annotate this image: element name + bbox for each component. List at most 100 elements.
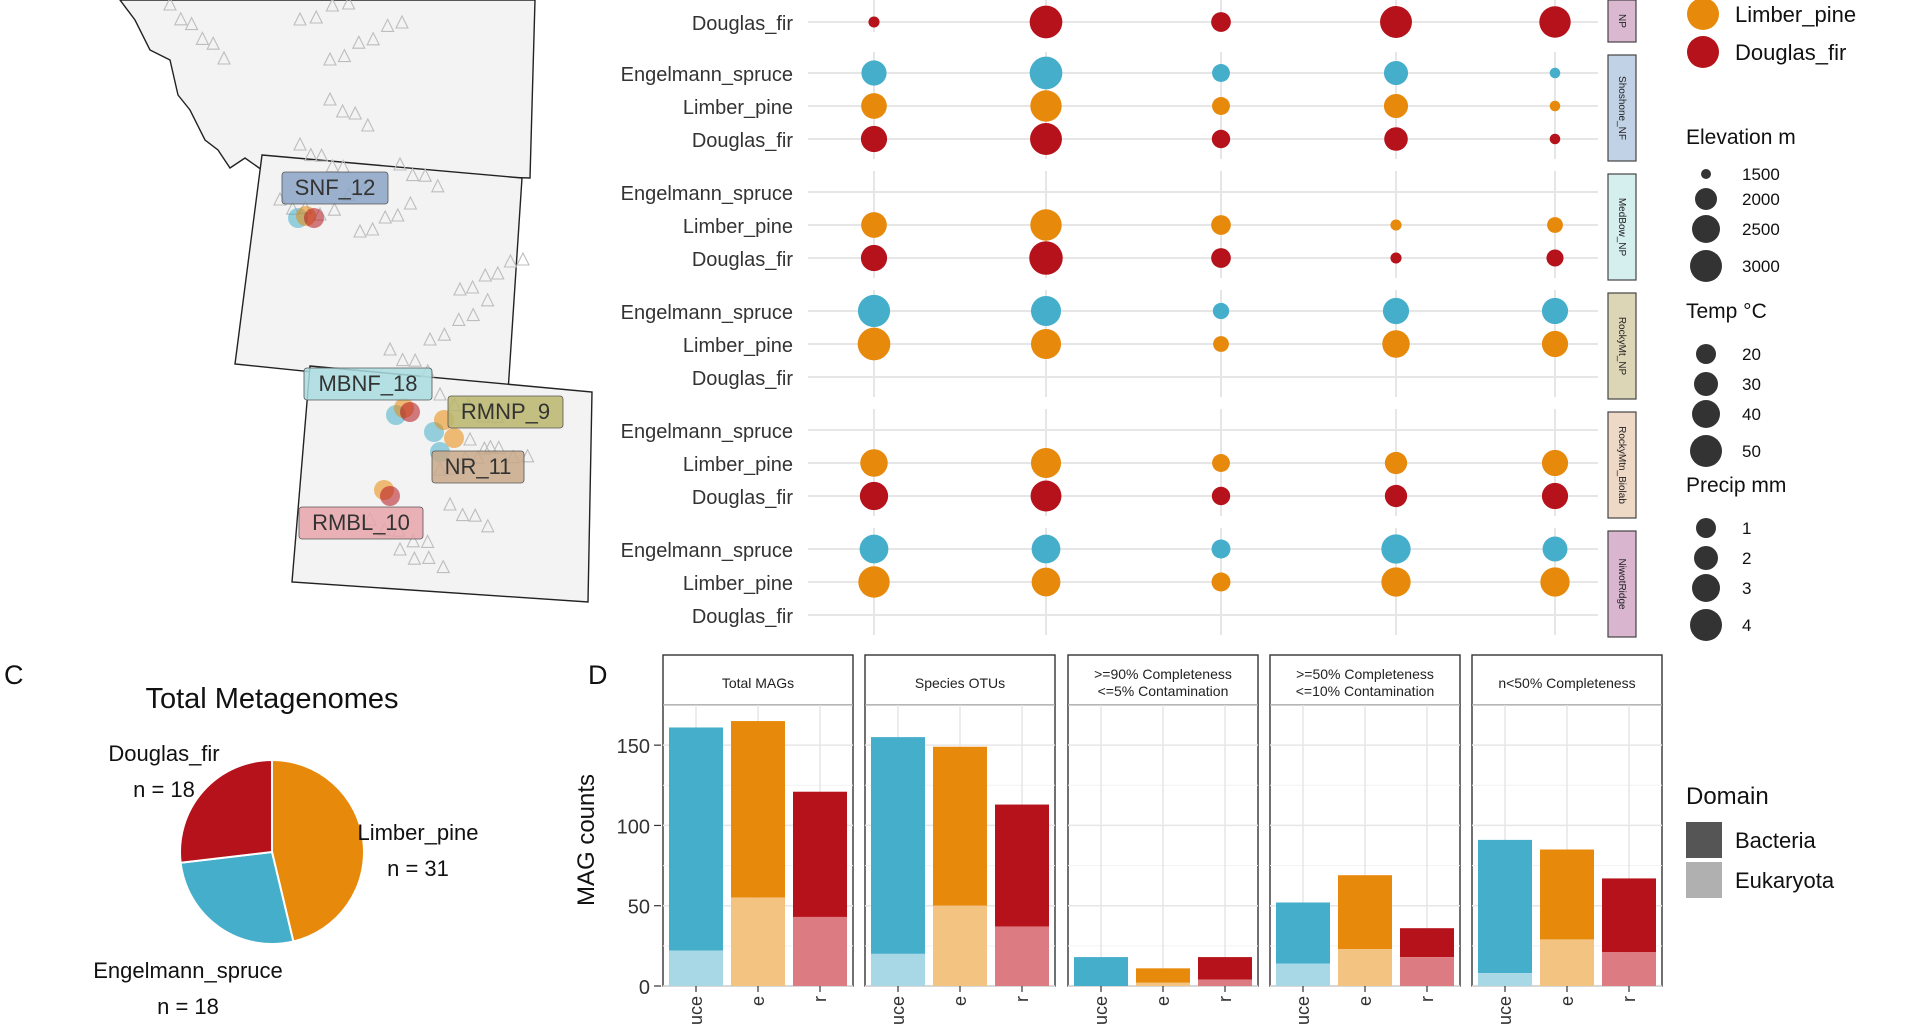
size-legend-label: 40 bbox=[1742, 405, 1761, 424]
domain-legend-title: Domain bbox=[1686, 783, 1769, 810]
size-legend-key bbox=[1695, 188, 1717, 210]
mountain-icon bbox=[478, 267, 493, 282]
mountain-icon bbox=[325, 0, 340, 12]
facet-strip bbox=[1607, 173, 1637, 281]
mountain-icon bbox=[516, 251, 530, 266]
size-legend-key bbox=[1696, 344, 1716, 364]
row-label: Limber_pine bbox=[683, 573, 793, 595]
bubble-facet-strips: NP Shoshone_NF MedBow_NP RockyMt_NP RockyMtn… bbox=[1607, 0, 1637, 638]
bar-facet-strip-label: <=10% Contamination bbox=[1296, 683, 1435, 699]
x-tick-label: r bbox=[810, 996, 830, 1002]
bubble-point bbox=[1030, 90, 1062, 122]
bubble-point bbox=[1390, 252, 1402, 264]
bubble-point bbox=[1029, 5, 1063, 39]
bubble-point bbox=[1546, 249, 1564, 267]
size-legend-label: 4 bbox=[1742, 616, 1751, 635]
bar-y-axis: 0 50 100 150 bbox=[617, 736, 661, 999]
legend-label: Douglas_fir bbox=[1735, 40, 1846, 65]
mountain-icon bbox=[395, 14, 409, 29]
bubble-point bbox=[859, 481, 889, 511]
legend-label-eukaryota: Eukaryota bbox=[1735, 868, 1835, 893]
bar-bacteria bbox=[1478, 839, 1532, 974]
mountain-icon bbox=[455, 507, 470, 522]
row-label: Douglas_fir bbox=[692, 487, 794, 509]
facet-strip-label: MedBow_NP bbox=[1616, 198, 1627, 257]
facet-strip-label: NiwotRidge bbox=[1616, 558, 1627, 610]
bubble-point bbox=[1384, 451, 1408, 475]
pie-label-limber: Limber_pine bbox=[357, 820, 478, 845]
bubble-point bbox=[1383, 60, 1409, 86]
mountain-icon bbox=[421, 550, 436, 564]
mountain-icon bbox=[365, 221, 380, 236]
site-dot bbox=[304, 208, 324, 228]
row-label: Douglas_fir bbox=[692, 130, 794, 152]
bubble-point bbox=[1384, 127, 1408, 151]
bubble-point bbox=[860, 125, 888, 153]
mountain-icon bbox=[323, 51, 337, 66]
panel-d-letter: D bbox=[588, 660, 608, 690]
bubble-point bbox=[1380, 6, 1412, 38]
bubble-point bbox=[1381, 534, 1411, 564]
row-label: Douglas_fir bbox=[692, 13, 794, 35]
x-tick-label: e bbox=[950, 996, 970, 1006]
bar-eukaryota bbox=[1276, 963, 1330, 986]
bubble-point bbox=[1382, 297, 1410, 325]
facet-strip bbox=[1607, 411, 1637, 519]
size-legend-label: 20 bbox=[1742, 345, 1761, 364]
bubble-point bbox=[1542, 536, 1568, 562]
mountain-icon bbox=[393, 156, 407, 171]
panel-c: C Total Metagenomes Douglas_fir n = 18 L… bbox=[4, 660, 479, 1019]
pie-n-limber: n = 31 bbox=[387, 856, 449, 881]
legend-label-bacteria: Bacteria bbox=[1735, 828, 1816, 853]
bar-eukaryota bbox=[1198, 979, 1252, 986]
x-tick-label: pruce bbox=[1293, 996, 1313, 1024]
bubble-point bbox=[1211, 215, 1231, 235]
mountain-icon bbox=[453, 281, 467, 296]
site-label-text: MBNF_18 bbox=[318, 371, 417, 396]
x-tick-label: e bbox=[1355, 996, 1375, 1006]
bubble-point bbox=[1541, 482, 1569, 510]
size-legend-label: 3 bbox=[1742, 579, 1751, 598]
mountain-icon bbox=[366, 31, 381, 46]
mountain-icon bbox=[337, 48, 352, 63]
size-legend-key bbox=[1692, 215, 1720, 243]
bar-bacteria bbox=[1276, 902, 1330, 964]
row-label: Douglas_fir bbox=[692, 606, 794, 628]
bar-eukaryota bbox=[933, 905, 987, 986]
size-legend-label: 50 bbox=[1742, 442, 1761, 461]
mountain-icon bbox=[163, 0, 177, 11]
bar-eukaryota bbox=[669, 950, 723, 986]
bubble-point bbox=[1384, 484, 1408, 508]
mountain-icon bbox=[360, 117, 375, 132]
bubble-point bbox=[1540, 567, 1570, 597]
bubble-point bbox=[1211, 486, 1231, 506]
size-legend-label: 1500 bbox=[1742, 165, 1780, 184]
size-legend-title: Elevation m bbox=[1686, 126, 1796, 149]
panel-d: D MAG counts 0 50 100 150 Total MAGs pruce e r… bbox=[573, 654, 1835, 1024]
mountain-icon bbox=[309, 9, 324, 24]
bubble-point bbox=[1390, 219, 1402, 231]
facet-strip bbox=[1607, 530, 1637, 638]
bar-eukaryota bbox=[1338, 949, 1392, 986]
species-legend: Limber_pine Douglas_fir bbox=[1687, 0, 1856, 68]
bar-eukaryota bbox=[995, 926, 1049, 986]
row-label: Limber_pine bbox=[683, 454, 793, 476]
mountain-icon bbox=[433, 386, 447, 401]
mountain-icon bbox=[451, 312, 466, 326]
x-tick-label: r bbox=[1012, 996, 1032, 1002]
mountain-icon bbox=[405, 167, 420, 182]
bubble-point bbox=[1030, 209, 1062, 241]
x-tick-label: pruce bbox=[1495, 996, 1515, 1024]
legend-key-bacteria bbox=[1686, 822, 1722, 858]
bubble-point bbox=[858, 566, 890, 598]
bar-facet-strip-label: Total MAGs bbox=[722, 675, 794, 691]
site-dot bbox=[444, 428, 464, 448]
y-tick-label: 50 bbox=[628, 897, 650, 919]
bubble-row-labels: Douglas_fir Engelmann_spruce Limber_pine Do… bbox=[621, 13, 794, 628]
x-tick-label: pruce bbox=[686, 996, 706, 1024]
mountain-icon bbox=[378, 209, 393, 224]
bubble-point bbox=[860, 244, 888, 272]
mountain-icon bbox=[403, 195, 418, 210]
mountain-icon bbox=[314, 147, 329, 162]
bubble-point bbox=[1211, 248, 1231, 268]
